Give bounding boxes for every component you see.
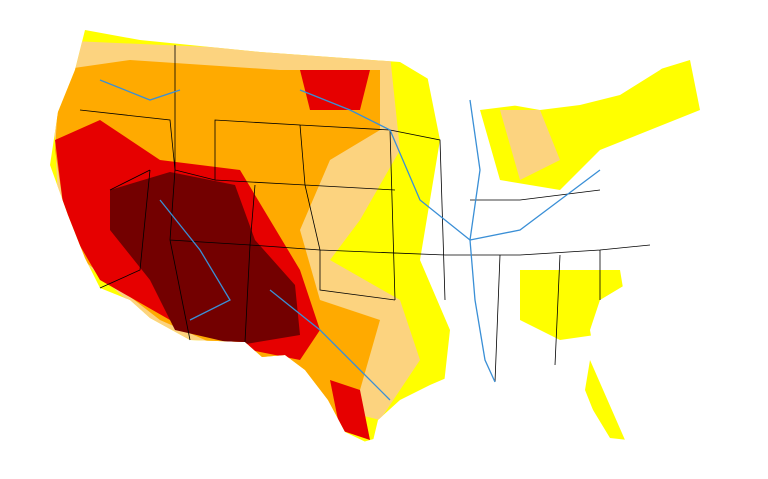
rivers xyxy=(99,79,601,401)
abnormally-dry xyxy=(585,360,625,440)
extreme-drought xyxy=(300,70,370,110)
state-borders xyxy=(79,45,651,383)
moderate-drought xyxy=(500,110,560,180)
